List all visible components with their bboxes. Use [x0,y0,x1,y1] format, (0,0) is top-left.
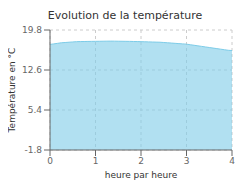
svg-text:3: 3 [184,156,190,166]
svg-text:4: 4 [229,156,235,166]
svg-text:5.4: 5.4 [28,105,43,115]
svg-text:12.6: 12.6 [22,65,42,75]
svg-text:-1.8: -1.8 [24,145,42,155]
svg-text:19.8: 19.8 [22,25,42,35]
svg-text:2: 2 [138,156,144,166]
svg-text:1: 1 [93,156,99,166]
svg-text:0: 0 [47,156,53,166]
svg-text:heure par heure: heure par heure [105,170,178,180]
html-text:Evolution de la température: Evolution de la température [47,9,203,22]
svg-text:Température en °C: Température en °C [8,48,17,134]
